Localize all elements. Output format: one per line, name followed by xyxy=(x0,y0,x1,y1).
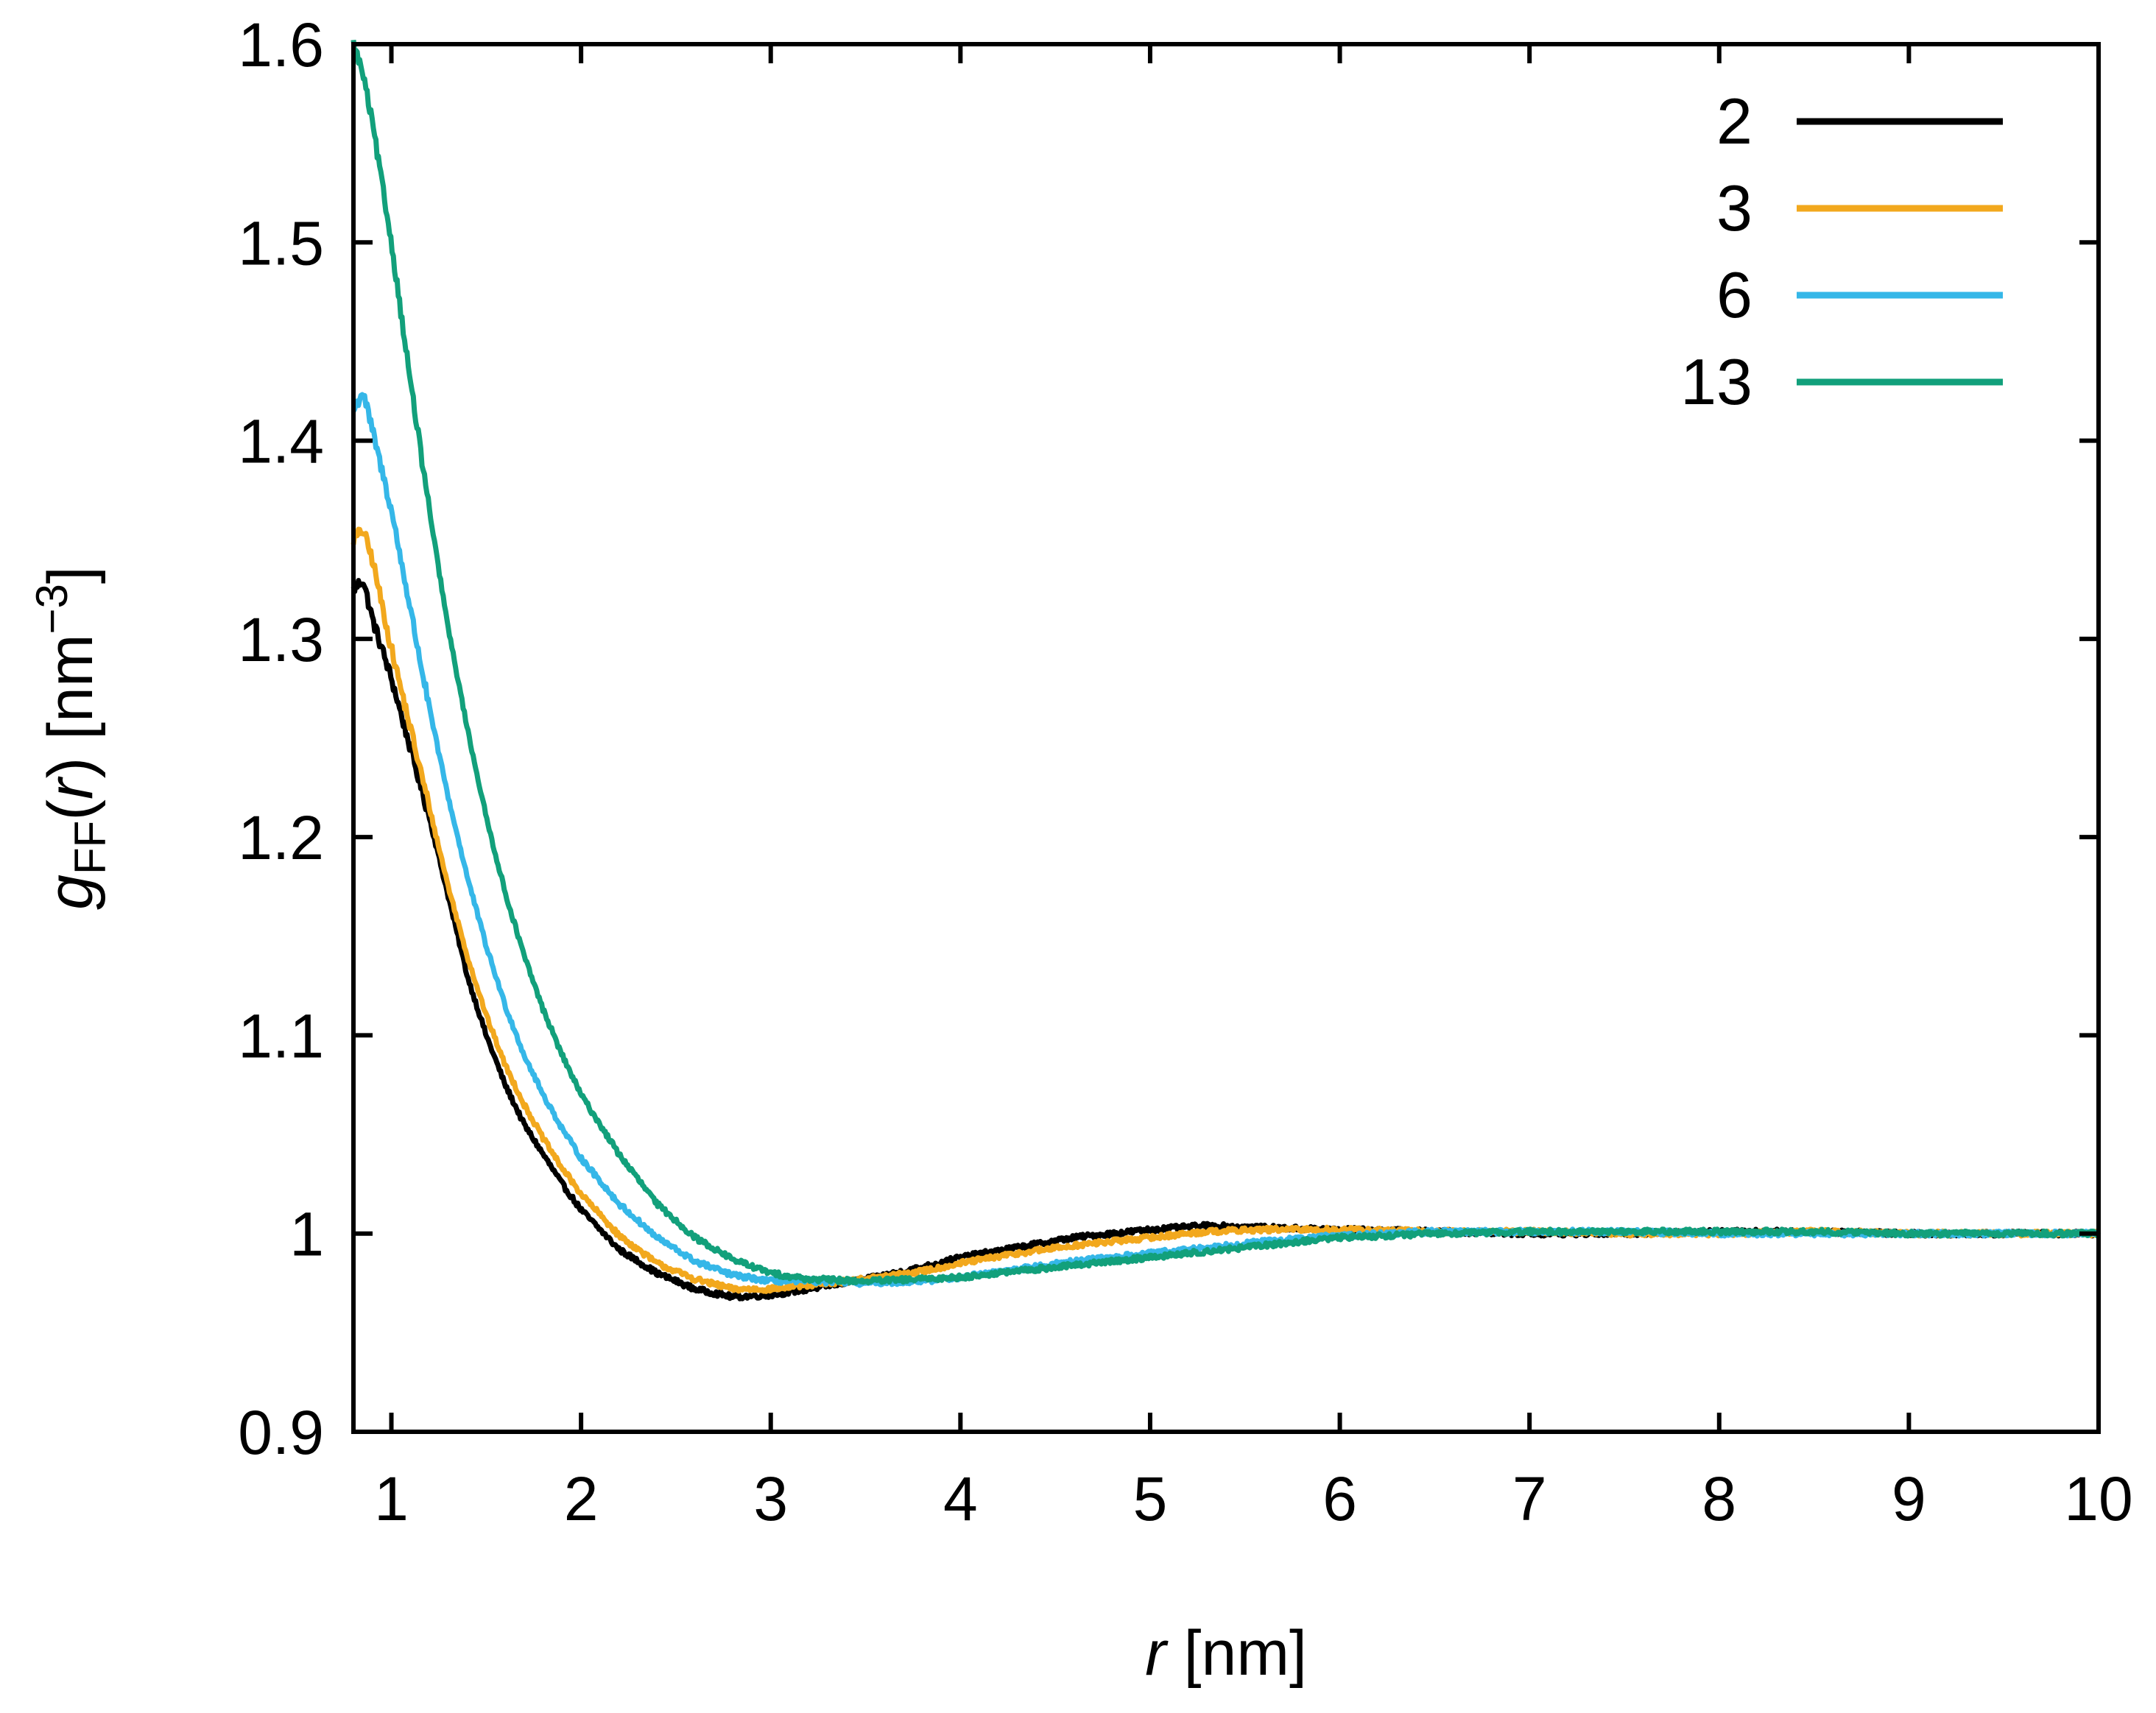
x-tick-label: 3 xyxy=(753,1464,788,1533)
series-line-3 xyxy=(350,526,2100,1294)
x-tick-label: 1 xyxy=(374,1464,409,1533)
x-tick-label: 10 xyxy=(2064,1464,2132,1533)
x-tick-label: 7 xyxy=(1512,1464,1547,1533)
legend-label-2: 2 xyxy=(1716,85,1752,158)
x-tick-label: 5 xyxy=(1133,1464,1168,1533)
x-axis-title-unit: [nm] xyxy=(1166,1618,1307,1689)
x-axis-title-var: r xyxy=(1145,1618,1169,1689)
series-line-2 xyxy=(350,578,2100,1301)
y-tick-label: 1.3 xyxy=(238,605,324,674)
labels-layer: 1 2 3 4 5 6 7 8 9 10 0.9 1 1.1 1.2 1.3 1.4 1.5 1.6 xyxy=(238,10,2133,1533)
x-tick-label: 8 xyxy=(1702,1464,1736,1533)
series-layer xyxy=(350,39,2102,1301)
y-tick-label: 1 xyxy=(289,1200,324,1269)
y-axis-title-open: ( xyxy=(35,799,106,821)
plot-frame xyxy=(351,42,2101,1434)
y-tick-label: 1.1 xyxy=(238,1001,324,1070)
y-axis-title-unit-close: ] xyxy=(35,566,106,584)
y-axis-title-main: g xyxy=(35,875,106,910)
y-tick-label: 1.2 xyxy=(238,803,324,872)
legend-label-6: 6 xyxy=(1716,258,1752,331)
y-axis-title: gFF(r) [nm−3] xyxy=(27,566,115,910)
y-tick-label: 1.5 xyxy=(238,208,324,278)
y-axis-title-close: ) xyxy=(35,757,106,779)
x-tick-label: 6 xyxy=(1322,1464,1357,1533)
legend-label-13: 13 xyxy=(1680,345,1752,418)
y-axis-title-unit-sup: −3 xyxy=(27,584,77,634)
x-tick-label: 2 xyxy=(564,1464,599,1533)
legend: 2 3 6 13 xyxy=(1680,85,2003,418)
x-tick-label: 4 xyxy=(943,1464,978,1533)
y-tick-label: 1.6 xyxy=(238,10,324,80)
y-axis-title-var: r xyxy=(35,776,106,799)
y-tick-label: 1.4 xyxy=(238,407,324,476)
y-axis-title-unit-open: [nm xyxy=(35,634,106,757)
x-tick-label: 9 xyxy=(1892,1464,1926,1533)
y-tick-label: 0.9 xyxy=(238,1398,324,1467)
legend-label-3: 3 xyxy=(1716,172,1752,244)
x-axis-title: r [nm] xyxy=(1145,1618,1307,1689)
series-line-13 xyxy=(350,39,2102,1286)
y-axis-title-subscript: FF xyxy=(66,821,115,875)
